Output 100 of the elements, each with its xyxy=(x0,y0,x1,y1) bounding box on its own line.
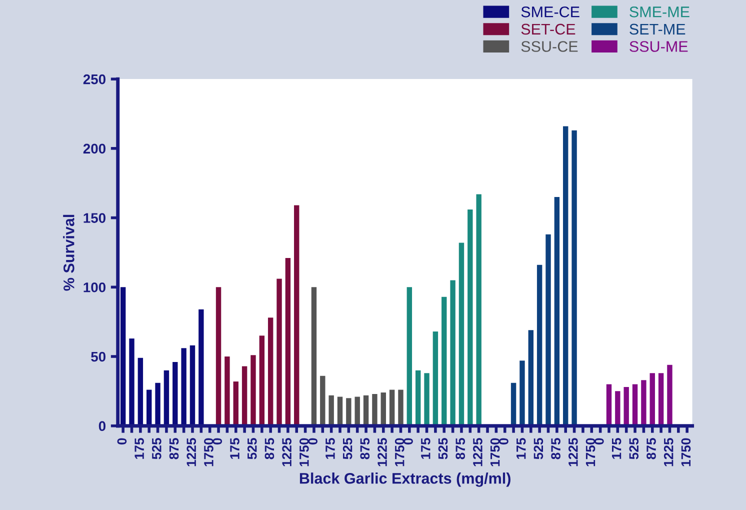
x-tick-label: 875 xyxy=(551,438,560,460)
bar xyxy=(606,384,612,426)
x-tick-label: 0 xyxy=(404,438,413,444)
x-tick-label: 1225 xyxy=(378,438,387,466)
y-tick-label: 100 xyxy=(84,282,106,292)
x-tick-label: 875 xyxy=(360,438,370,460)
bar xyxy=(624,387,629,426)
x-tick-label: 0 xyxy=(117,438,127,444)
bar xyxy=(138,358,144,426)
bar xyxy=(155,382,160,426)
bar xyxy=(354,396,360,426)
x-tick-label: 1750 xyxy=(586,438,596,466)
bar xyxy=(563,126,568,426)
bar xyxy=(658,373,664,426)
x-tick-label: 1750 xyxy=(204,438,214,466)
bar xyxy=(276,278,282,426)
y-axis-title: % Survival xyxy=(63,214,74,291)
x-tick-label: 525 xyxy=(342,438,352,460)
legend-label: SSU-ME xyxy=(630,41,688,52)
bar xyxy=(268,318,274,426)
bar xyxy=(650,373,655,426)
y-tick-label: 250 xyxy=(83,74,106,84)
legend-label: SET-ME xyxy=(630,24,686,35)
bar xyxy=(190,345,196,426)
x-tick-label: 0 xyxy=(594,438,604,444)
bar xyxy=(476,194,482,426)
x-tick-label: 0 xyxy=(308,438,318,444)
bar xyxy=(432,332,438,426)
x-axis-title: Black Garlic Extracts (mg/ml) xyxy=(300,472,510,487)
legend-label: SET-CE xyxy=(521,24,576,35)
bar xyxy=(346,398,352,426)
bar xyxy=(363,395,369,426)
y-tick-label: 0 xyxy=(98,421,106,432)
y-tick-label: 150 xyxy=(84,213,106,223)
x-tick-label: 525 xyxy=(247,438,257,460)
bar xyxy=(164,370,170,426)
x-tick-label: 175 xyxy=(134,438,144,459)
bar xyxy=(554,196,560,426)
bar xyxy=(224,356,230,426)
bar xyxy=(129,338,134,426)
x-tick-label: 1225 xyxy=(473,438,482,466)
bar xyxy=(632,384,638,426)
x-tick-label: 175 xyxy=(612,438,622,459)
bar xyxy=(458,242,464,426)
x-tick-label: 1225 xyxy=(282,438,292,466)
bar xyxy=(442,296,447,426)
bar xyxy=(536,264,542,426)
bar xyxy=(120,287,126,426)
bar xyxy=(667,364,672,426)
bar xyxy=(520,360,525,426)
bar xyxy=(572,130,577,426)
x-tick-label: 1750 xyxy=(490,438,500,466)
x-tick-label: 1225 xyxy=(664,438,674,466)
x-tick-label: 525 xyxy=(534,438,544,460)
x-tick-label: 525 xyxy=(438,438,448,460)
y-tick-label: 200 xyxy=(83,144,106,154)
bar xyxy=(424,373,430,426)
bar xyxy=(398,390,404,426)
bar xyxy=(146,390,152,426)
bar xyxy=(311,287,317,426)
x-tick-label: 525 xyxy=(152,438,162,460)
bar xyxy=(389,390,395,426)
x-tick-label: 0 xyxy=(499,438,508,444)
y-tick-label: 50 xyxy=(91,352,106,362)
x-tick-label: 175 xyxy=(421,438,430,459)
legend-label: SSU-CE xyxy=(521,41,578,52)
x-tick-label: 1225 xyxy=(568,438,578,466)
bar xyxy=(216,287,222,426)
bar xyxy=(406,287,412,426)
bar xyxy=(320,376,326,426)
bar xyxy=(242,366,248,426)
x-tick-label: 875 xyxy=(264,438,274,460)
bar xyxy=(337,396,343,426)
bar xyxy=(468,209,473,426)
bar xyxy=(233,381,238,426)
bar xyxy=(294,205,300,426)
bar xyxy=(181,348,186,426)
x-tick-label: 175 xyxy=(230,438,240,459)
x-tick-label: 875 xyxy=(646,438,656,460)
x-tick-label: 175 xyxy=(516,438,526,459)
bar xyxy=(198,309,204,426)
x-tick-label: 1750 xyxy=(394,438,404,466)
bar xyxy=(250,355,256,426)
legend-label: SME-CE xyxy=(521,6,580,18)
bar xyxy=(285,258,291,426)
bar xyxy=(641,380,646,426)
bar xyxy=(450,280,456,426)
x-tick-label: 1750 xyxy=(299,438,309,466)
bar xyxy=(259,336,265,426)
bar xyxy=(380,392,386,426)
x-tick-label: 1225 xyxy=(186,438,196,466)
x-tick-label: 875 xyxy=(456,438,466,460)
x-tick-label: 875 xyxy=(169,438,179,460)
bar xyxy=(372,394,378,426)
bar xyxy=(172,362,178,426)
bar xyxy=(546,234,551,426)
x-tick-label: 175 xyxy=(326,438,335,459)
bar xyxy=(415,370,421,426)
bar xyxy=(328,395,334,426)
legend-label: SME-ME xyxy=(630,6,690,18)
